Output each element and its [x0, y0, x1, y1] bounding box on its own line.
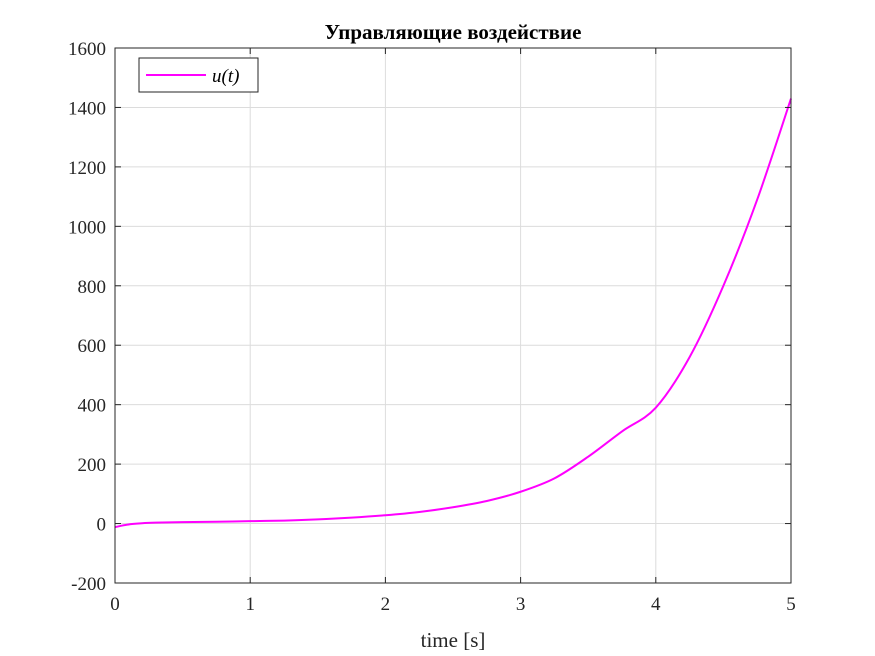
x-tick-label: 5 [786, 594, 796, 615]
grid-lines [114, 47, 792, 584]
tick-marks [114, 47, 792, 584]
x-tick-label: 3 [516, 594, 526, 615]
legend-label: u(t) [212, 66, 239, 87]
chart-title: Управляющие воздействие [325, 20, 582, 44]
x-axis-label: time [s] [421, 628, 486, 652]
y-tick-label: 800 [78, 277, 107, 298]
series-line-u [114, 98, 792, 529]
y-tick-labels: -200 0 200 400 600 800 1000 1200 1400 1600 [68, 39, 106, 595]
y-tick-label: 1200 [68, 158, 106, 179]
y-tick-label: -200 [71, 574, 106, 595]
y-tick-label: 1000 [68, 217, 106, 238]
y-tick-label: 0 [97, 515, 107, 536]
plot-frame [114, 47, 792, 584]
x-tick-label: 2 [381, 594, 391, 615]
x-tick-label: 1 [245, 594, 255, 615]
y-tick-label: 200 [78, 455, 107, 476]
x-tick-label: 0 [110, 594, 120, 615]
legend: u(t) [138, 57, 259, 93]
y-tick-label: 600 [78, 336, 107, 357]
x-tick-label: 4 [651, 594, 661, 615]
series-layer [114, 98, 792, 529]
y-tick-label: 1400 [68, 98, 106, 119]
y-tick-label: 1600 [68, 39, 106, 60]
plot-area [115, 48, 791, 583]
x-tick-labels: 0 1 2 3 4 5 [110, 594, 796, 615]
y-tick-label: 400 [78, 396, 107, 417]
